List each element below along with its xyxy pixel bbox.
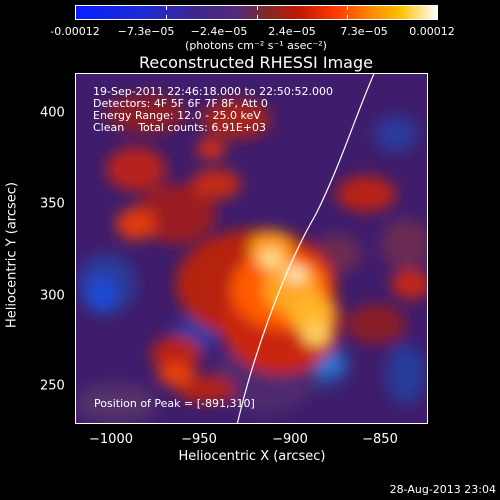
info-detectors: Detectors: 4F 5F 6F 7F 8F, Att 0 [93,97,268,110]
colorbar-tick-label: 0.00012 [409,25,455,38]
date-stamp: 28-Aug-2013 23:04 [389,483,496,496]
y-axis-label: Heliocentric Y (arcsec) [4,182,20,328]
colorbar-tick-label: 2.4e−05 [268,25,316,38]
colorbar-tick-label: 7.3e−05 [340,25,388,38]
x-tick-label: −1000 [89,432,133,447]
y-tick-label: 400 [40,105,65,121]
colorbar-tick-label: −2.4e−05 [190,25,248,38]
colorbar [75,5,438,20]
colorbar-tick-label: −7.3e−05 [117,25,175,38]
colorbar-tick-label: -0.00012 [50,25,100,38]
x-tick-label: −900 [272,432,308,447]
x-axis-label: Heliocentric X (arcsec) [178,449,326,464]
info-clean: Clean Total counts: 6.91E+03 [93,121,267,134]
x-tick-label: −950 [181,432,217,447]
x-tick-label: −850 [362,432,398,447]
info-energy: Energy Range: 12.0 - 25.0 keV [93,109,261,122]
y-tick-label: 300 [40,288,65,304]
y-tick-label: 250 [40,378,65,394]
solar-limb [236,74,375,423]
y-tick-label: 350 [40,196,65,212]
image-plot[interactable]: 19-Sep-2011 22:46:18.000 to 22:50:52.000… [75,73,428,424]
peak-position: Position of Peak = [-891,310] [94,397,255,410]
reconstructed-image [76,74,427,423]
info-time: 19-Sep-2011 22:46:18.000 to 22:50:52.000 [93,85,333,98]
colorbar-units: (photons cm⁻² s⁻¹ asec⁻²) [185,39,327,52]
plot-title: Reconstructed RHESSI Image [139,53,373,72]
